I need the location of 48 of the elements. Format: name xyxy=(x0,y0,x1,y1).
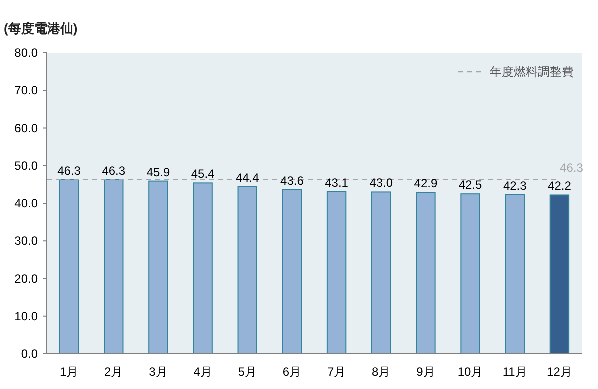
bar xyxy=(416,192,436,354)
x-tick-label: 8月 xyxy=(372,365,391,379)
data-label: 46.3 xyxy=(58,164,82,178)
y-axis-title: (每度電港仙) xyxy=(4,21,78,36)
x-tick-label: 4月 xyxy=(194,365,212,379)
data-label: 43.0 xyxy=(370,176,394,190)
data-label: 45.4 xyxy=(191,167,216,182)
legend-label: 年度燃料調整費 xyxy=(490,65,574,79)
bar xyxy=(505,194,525,354)
y-tick-label: 30.0 xyxy=(14,234,38,248)
bar xyxy=(104,179,124,354)
x-tick-label: 9月 xyxy=(416,365,436,379)
x-tick-label: 6月 xyxy=(282,365,302,379)
bar xyxy=(550,194,570,354)
x-tick-label: 10月 xyxy=(458,365,484,379)
y-tick-label: 0.0 xyxy=(21,347,38,361)
data-label: 45.9 xyxy=(146,165,170,180)
bar xyxy=(148,180,168,354)
bar xyxy=(193,182,213,354)
x-tick-label: 7月 xyxy=(327,365,346,379)
bar xyxy=(59,179,80,354)
x-tick-label: 3月 xyxy=(149,365,168,379)
y-tick-label: 40.0 xyxy=(14,196,38,210)
x-tick-label: 12月 xyxy=(547,365,572,379)
x-tick-label: 1月 xyxy=(60,365,79,379)
y-tick-label: 80.0 xyxy=(14,46,38,60)
data-label: 42.3 xyxy=(503,178,528,193)
bar xyxy=(326,191,347,354)
y-tick-label: 70.0 xyxy=(14,84,38,98)
bar xyxy=(460,194,480,354)
data-label: 43.6 xyxy=(280,174,304,188)
y-tick-label: 60.0 xyxy=(14,121,38,136)
x-tick-label: 11月 xyxy=(502,365,528,379)
bar xyxy=(282,189,302,354)
data-label: 43.1 xyxy=(325,176,349,190)
data-label: 46.3 xyxy=(102,164,126,178)
data-label: 42.9 xyxy=(414,176,438,191)
y-tick-label: 10.0 xyxy=(14,309,38,324)
data-label: 42.5 xyxy=(458,178,483,192)
x-tick-label: 5月 xyxy=(238,365,257,379)
data-label: 42.2 xyxy=(548,179,572,194)
bar xyxy=(238,186,258,354)
y-tick-label: 50.0 xyxy=(14,158,38,173)
y-tick-label: 20.0 xyxy=(14,272,38,286)
data-label: 44.4 xyxy=(236,170,260,185)
bar xyxy=(372,192,392,354)
annotation: 46.3 xyxy=(560,160,584,175)
x-tick-label: 2月 xyxy=(104,365,124,379)
